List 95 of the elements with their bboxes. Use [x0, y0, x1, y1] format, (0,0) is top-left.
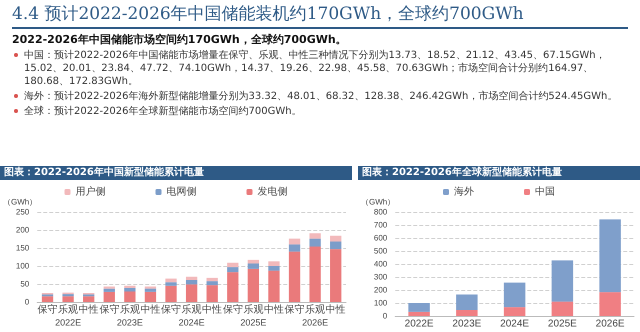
y-tick-label: 100: [16, 262, 30, 270]
y-tick-label: 0: [24, 298, 30, 306]
bar: [42, 296, 54, 302]
bar: [552, 260, 574, 302]
bar: [165, 286, 177, 302]
y-tick-label: 800: [374, 208, 388, 216]
legend-label: 电网侧: [166, 186, 196, 198]
x-tick-label: 乐观: [243, 304, 264, 316]
y-tick-label: 400: [374, 260, 388, 268]
x-tick-label: 中性: [78, 304, 99, 316]
bar: [124, 292, 136, 302]
bar: [186, 280, 198, 284]
bar: [83, 296, 94, 302]
bar: [288, 238, 300, 244]
x-tick-label: 乐观: [120, 304, 140, 316]
bar: [408, 312, 430, 316]
bar: [248, 260, 260, 264]
bar: [104, 292, 115, 302]
bar: [288, 244, 300, 252]
y-tick-label: 700: [374, 220, 388, 230]
y-axis-title: （GWh）: [2, 198, 38, 206]
y-tick-label: 300: [374, 272, 388, 282]
legend-label: 发电侧: [258, 186, 288, 198]
x-tick-label: 中性: [202, 304, 222, 316]
x-tick-label: 中性: [326, 304, 346, 316]
bar: [268, 266, 280, 271]
bar: [144, 288, 156, 292]
bar: [165, 278, 177, 282]
bar: [248, 263, 260, 269]
x-tick-label: 2023E: [452, 318, 482, 330]
x-tick-label: 保守: [161, 304, 182, 316]
bar: [206, 281, 218, 286]
bar: [330, 242, 342, 250]
x-tick-label: 2022E: [404, 318, 434, 330]
text: 全球：预计2022-2026年全球新型储能市场空间约700GWh。: [24, 106, 302, 117]
x-tick-label: 2025E: [548, 318, 578, 330]
bar: [62, 296, 74, 302]
bar: [227, 272, 238, 302]
bar: [456, 294, 478, 310]
bar: [165, 282, 177, 286]
x-tick-label: 保守: [284, 304, 305, 316]
bar: [599, 292, 621, 316]
bar: [268, 270, 280, 302]
y-tick-label: 150: [16, 244, 30, 252]
y-tick-label: 100: [374, 298, 388, 308]
bar: [268, 261, 280, 266]
y-tick-label: 500: [374, 246, 388, 256]
bar: [144, 292, 156, 302]
bar: [330, 249, 342, 302]
legend-label: 中国: [535, 186, 555, 198]
x-tick-label: 保守: [99, 304, 120, 316]
bar: [227, 262, 238, 268]
bar: [248, 268, 260, 302]
chart-title: 图表：2022-2026年中国新型储能累计电量: [0, 166, 352, 180]
bar: [124, 288, 136, 292]
y-tick-label: 0: [382, 312, 388, 320]
x-tick-label: 乐观: [182, 304, 202, 316]
x-tick-label: 中性: [140, 304, 160, 316]
text: 2022-2026年中国储能市场空间约170GWh，全球约700GWh。: [12, 32, 348, 47]
y-tick-label: 50: [20, 280, 30, 288]
x-tick-label: 中性: [264, 304, 284, 316]
bar: [504, 307, 526, 316]
bar: [552, 302, 574, 316]
bar: [206, 285, 218, 302]
bar: [599, 219, 621, 292]
bar: [309, 238, 321, 247]
y-axis-title: （GWh）: [360, 198, 396, 206]
bar: [309, 233, 321, 239]
x-tick-label: 2026E: [596, 318, 625, 330]
bar: [104, 288, 115, 292]
text: 海外：预计2022-2026年海外新型储能增量分别为33.32、48.01、68.32、128.38、246.42GWh，市场空间合计约524.45GWh。: [24, 91, 618, 102]
bar: [227, 267, 238, 272]
x-tick-label: 保守: [38, 304, 58, 316]
y-tick-label: 600: [374, 234, 388, 242]
x-tick-label: 保守: [222, 304, 243, 316]
bar: [186, 284, 198, 302]
bar: [504, 282, 526, 308]
text: 4.4 预计2022-2026年中国储能装机约170GWh，全球约700GWh: [12, 2, 628, 29]
x-tick-label: 乐观: [58, 304, 78, 316]
bar: [456, 310, 478, 316]
bar: [288, 252, 300, 302]
bar: [330, 236, 342, 242]
chart-title: 图表：2022-2026年全球新型储能累计电量: [358, 166, 640, 180]
bar: [186, 276, 198, 280]
y-tick-label: 200: [16, 226, 30, 234]
x-tick-label: 乐观: [305, 304, 326, 316]
y-tick-label: 200: [374, 286, 388, 294]
bar: [408, 303, 430, 312]
bar: [206, 278, 218, 282]
x-tick-label: 2024E: [500, 318, 530, 330]
text: 中国：预计2022-2026年中国储能市场增量在保守、乐观、中性三种情况下分别为13.73、18.52、21.12、43.45、67.15GWh，15.02、20.01、23.84、47.72、74.10GWh，14.37、19.26、22.98、45.58、70.63GWh；市场空间合计分别约164.97、180.68、172.83GWh。: [24, 50, 606, 87]
bar: [309, 246, 321, 302]
legend-label: 海外: [454, 186, 474, 198]
legend-label: 用户侧: [76, 186, 106, 198]
y-tick-label: 250: [16, 208, 30, 216]
